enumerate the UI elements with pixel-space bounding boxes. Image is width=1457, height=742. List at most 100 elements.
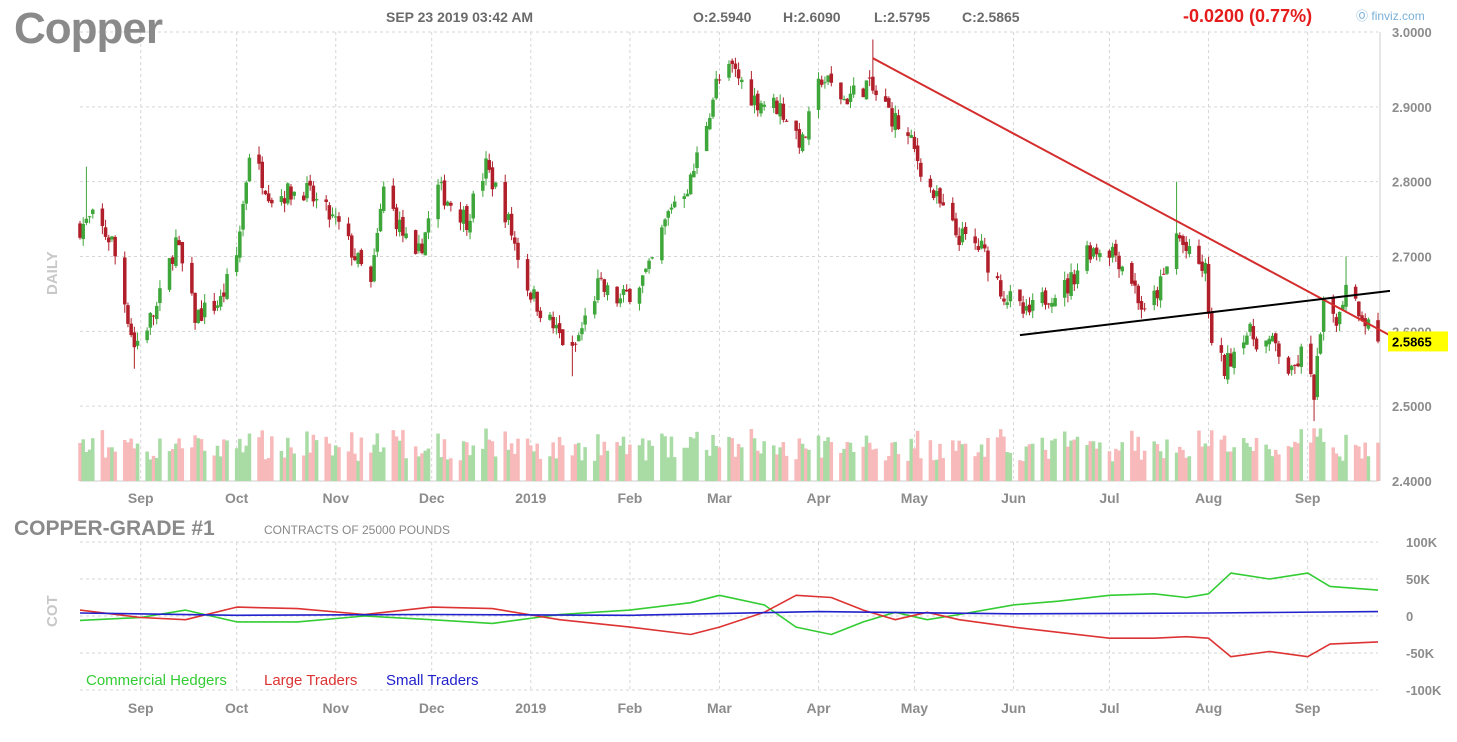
- volume-bar: [951, 440, 955, 481]
- candle-body: [890, 108, 894, 127]
- volume-bar: [1299, 429, 1304, 481]
- volume-bar: [199, 439, 204, 481]
- volume-bar: [471, 445, 475, 481]
- candle-body: [1251, 326, 1256, 340]
- candle-body: [1312, 374, 1316, 400]
- candle-body: [807, 111, 811, 140]
- candle-body: [1046, 303, 1051, 305]
- finviz-logo[interactable]: Ⓞ finviz.com: [1356, 7, 1425, 24]
- candle-body: [1353, 286, 1358, 299]
- volume-bar: [174, 443, 178, 481]
- volume-bar: [279, 450, 284, 481]
- volume-bar: [151, 455, 156, 481]
- candle-body: [1286, 357, 1291, 374]
- candle-body: [1098, 253, 1102, 258]
- volume-bar: [378, 451, 383, 481]
- candle-body: [1130, 262, 1134, 284]
- candle-body: [1219, 345, 1224, 353]
- volume-bar: [596, 434, 600, 481]
- cot-series-line: [79, 572, 1379, 636]
- volume-bar: [1005, 452, 1009, 481]
- volume-bar: [401, 430, 405, 481]
- volume-bar: [650, 445, 655, 481]
- candle-body: [909, 135, 913, 138]
- volume-bar: [241, 452, 245, 481]
- volume-bar: [1286, 446, 1291, 481]
- trendlines: [872, 57, 1391, 337]
- candle-body: [1152, 290, 1156, 306]
- candle-body: [148, 312, 153, 328]
- volume-bar: [381, 447, 386, 481]
- volume-bar: [1206, 446, 1211, 481]
- candle-body: [372, 255, 376, 282]
- volume-bar: [196, 438, 201, 481]
- volume-bar: [503, 431, 507, 481]
- candle-body: [596, 278, 600, 301]
- volume-bar: [794, 459, 798, 481]
- candle-body: [692, 170, 696, 178]
- cot-date-tick-label: Aug: [1195, 700, 1222, 716]
- candle-body: [1289, 365, 1294, 371]
- volume-bar: [1312, 428, 1316, 481]
- volume-bar: [359, 437, 364, 481]
- candle-body: [190, 262, 194, 294]
- volume-bar: [397, 440, 402, 481]
- candle-body: [912, 136, 917, 149]
- candle-body: [167, 258, 172, 290]
- volume-bar: [1331, 447, 1335, 481]
- candle-body: [1162, 273, 1166, 275]
- volume-bar: [1222, 435, 1227, 481]
- volume-bar: [487, 439, 491, 481]
- volume-bar: [222, 439, 226, 481]
- volume-bar: [234, 448, 239, 481]
- volume-bar: [1088, 441, 1093, 481]
- volume-bar: [481, 448, 485, 481]
- volume-bar: [1069, 440, 1073, 481]
- candle-body: [465, 206, 469, 231]
- support-trendline: [1019, 289, 1391, 337]
- volume-bar: [1130, 430, 1134, 481]
- date-axis-top: Sep Oct Nov Dec 2019 Feb Mar Apr May Jun Jul Aug Sep: [128, 490, 1321, 506]
- volume-bar: [91, 438, 95, 481]
- volume-bar: [618, 445, 623, 481]
- volume-bar: [800, 443, 805, 481]
- volume-bar: [1110, 461, 1115, 481]
- candle-body: [1248, 323, 1252, 332]
- volume-bar: [445, 459, 450, 481]
- volume-bar: [960, 444, 965, 481]
- candle-body: [218, 296, 223, 307]
- volume-bar: [781, 442, 786, 481]
- candle-body: [941, 202, 945, 206]
- volume-bar: [1091, 441, 1096, 481]
- volume-bar: [375, 433, 380, 481]
- candle-body: [1114, 243, 1118, 256]
- candle-body: [1222, 354, 1227, 376]
- candle-body: [302, 195, 306, 201]
- candle-body: [439, 182, 444, 184]
- volume-bar: [509, 443, 514, 481]
- date-tick-label: Sep: [1295, 490, 1321, 506]
- legend-large: Large Traders: [264, 672, 358, 689]
- volume-bar: [1187, 456, 1192, 481]
- candle-body: [727, 63, 731, 78]
- candle-body: [1165, 266, 1169, 274]
- candle-body: [979, 240, 984, 249]
- volume-bar: [714, 446, 718, 481]
- candle-body: [1273, 333, 1278, 344]
- candle-body: [1027, 304, 1032, 313]
- candle-body: [1334, 317, 1339, 326]
- volume-bar: [1043, 449, 1048, 481]
- volume-bar: [334, 445, 338, 481]
- candle-body: [669, 207, 674, 210]
- volume-bar: [439, 457, 444, 481]
- volume-bar: [1363, 442, 1367, 481]
- candle-body: [247, 157, 252, 182]
- candle-body: [1209, 312, 1214, 343]
- candle-body: [695, 152, 699, 169]
- candle-body: [1187, 246, 1192, 254]
- candle-body: [177, 240, 181, 246]
- volume-bar: [752, 438, 757, 481]
- candle-body: [1309, 343, 1313, 375]
- volume-bar: [107, 447, 111, 481]
- volume-bar: [1165, 439, 1169, 481]
